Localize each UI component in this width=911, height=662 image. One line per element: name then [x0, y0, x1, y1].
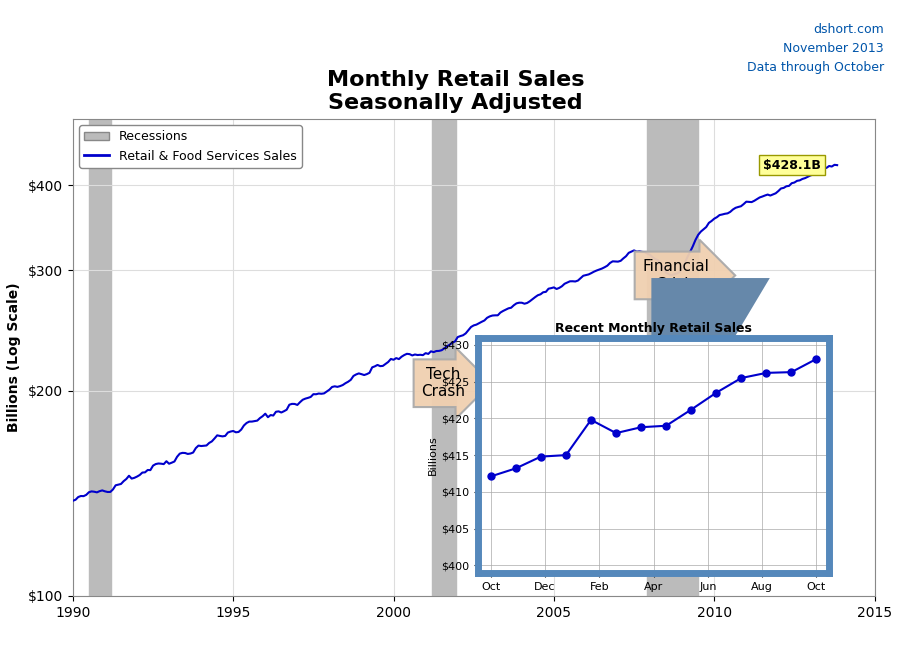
Text: Financial
Crisis: Financial Crisis [642, 260, 709, 292]
Polygon shape [651, 278, 770, 477]
Bar [89, 119, 111, 596]
Title: Recent Monthly Retail Sales: Recent Monthly Retail Sales [555, 322, 752, 335]
Bar [647, 119, 698, 596]
Bar [432, 119, 456, 596]
Y-axis label: Billions (Log Scale): Billions (Log Scale) [7, 283, 21, 432]
Text: $428.1B: $428.1B [763, 159, 821, 171]
Y-axis label: Billions: Billions [428, 435, 438, 475]
Text: Monthly Retail Sales
Seasonally Adjusted: Monthly Retail Sales Seasonally Adjusted [327, 70, 584, 113]
Text: dshort.com
November 2013
Data through October: dshort.com November 2013 Data through Oc… [746, 23, 884, 74]
Text: Tech
Crash: Tech Crash [421, 367, 466, 399]
Legend: Recessions, Retail & Food Services Sales: Recessions, Retail & Food Services Sales [79, 125, 302, 167]
